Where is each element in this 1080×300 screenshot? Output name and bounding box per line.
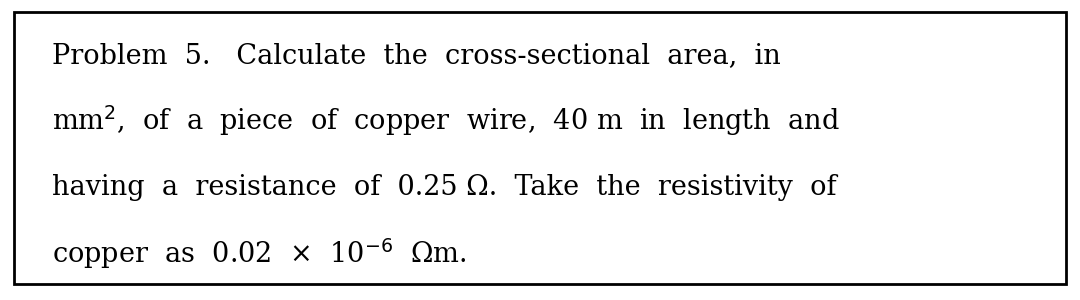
Text: Problem  5.   Calculate  the  cross-sectional  area,  in: Problem 5. Calculate the cross-sectional… bbox=[52, 42, 781, 69]
Text: mm$^{2}$,  of  a  piece  of  copper  wire,  40 m  in  length  and: mm$^{2}$, of a piece of copper wire, 40 … bbox=[52, 104, 839, 138]
FancyBboxPatch shape bbox=[14, 12, 1066, 284]
Text: having  a  resistance  of  0.25 Ω.  Take  the  resistivity  of: having a resistance of 0.25 Ω. Take the … bbox=[52, 174, 836, 201]
Text: copper  as  0.02  ×  10$^{-6}$  Ωm.: copper as 0.02 × 10$^{-6}$ Ωm. bbox=[52, 236, 467, 271]
